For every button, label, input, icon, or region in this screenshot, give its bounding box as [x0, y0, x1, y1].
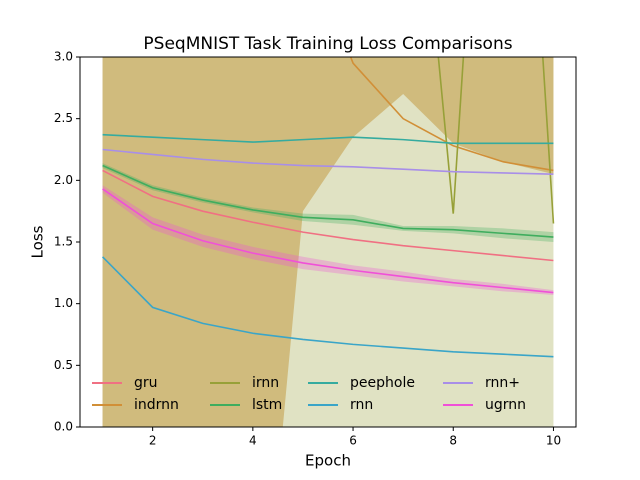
- legend-label: lstm: [252, 397, 282, 413]
- y-tick-label: 3.0: [54, 50, 73, 64]
- y-tick-label: 0.5: [54, 358, 73, 372]
- series-line: [349, 57, 554, 172]
- legend: gru indrnn irnn lstm peephole rnn rnn+ ugrnn: [92, 375, 526, 413]
- x-tick-label: 10: [546, 434, 561, 448]
- y-tick-label: 1.0: [54, 296, 73, 310]
- lines: [101, 57, 555, 358]
- series-line: [102, 164, 554, 238]
- y-axis-label: Loss: [29, 225, 47, 258]
- error-band: [102, 185, 554, 296]
- legend-label: ugrnn: [485, 397, 526, 413]
- y-tick-label: 1.5: [54, 235, 73, 249]
- y-tick-label: 2.5: [54, 111, 73, 125]
- x-tick-label: 4: [249, 434, 257, 448]
- error-band: [102, 57, 554, 427]
- error-band: [102, 57, 554, 427]
- x-axis-label: Epoch: [305, 452, 351, 470]
- y-tick-label: 2.0: [54, 173, 73, 187]
- series-line: [102, 169, 554, 262]
- legend-label: rnn+: [485, 375, 520, 391]
- legend-label: indrnn: [134, 397, 179, 413]
- axes: 2 4 6 8 10 0.0 0.5 1.0 1.5 2.0 2.5 3.0: [54, 50, 561, 448]
- legend-label: gru: [134, 375, 158, 391]
- chart-title: PSeqMNIST Task Training Loss Comparisons: [143, 34, 512, 54]
- x-tick-label: 8: [449, 434, 457, 448]
- legend-label: irnn: [252, 375, 279, 391]
- legend-label: rnn: [350, 397, 373, 413]
- series-line: [102, 148, 554, 175]
- x-tick-label: 6: [349, 434, 357, 448]
- series-line: [102, 188, 554, 294]
- legend-label: peephole: [350, 375, 415, 391]
- series-line: [102, 133, 554, 145]
- y-tick-label: 0.0: [54, 420, 73, 434]
- x-tick-label: 2: [149, 434, 157, 448]
- series-line: [101, 256, 554, 358]
